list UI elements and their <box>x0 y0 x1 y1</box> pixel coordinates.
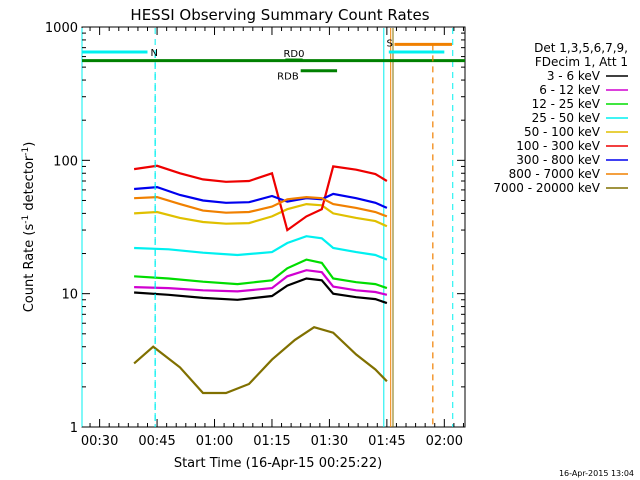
series-line-5 <box>133 164 388 232</box>
legend-label-2: 12 - 25 keV <box>532 97 601 111</box>
chart-title: HESSI Observing Summary Count Rates <box>130 6 429 24</box>
series-line-7 <box>134 195 388 218</box>
x-axis-label: Start Time (16-Apr-15 00:25:22) <box>174 456 382 471</box>
y-axis-label-sup1: -1 <box>21 215 31 224</box>
legend-label-6: 300 - 800 keV <box>516 153 600 167</box>
legend-label-1: 6 - 12 keV <box>539 83 601 97</box>
legend-label-3: 25 - 50 keV <box>532 111 601 125</box>
marks-layer: RD0 RDB N S <box>81 28 465 427</box>
legend-header-line-1: Det 1,3,5,6,7,9, <box>534 41 628 55</box>
rd0-label: RD0 <box>283 49 304 60</box>
x-tick-label-0: 00:30 <box>81 434 118 449</box>
legend-header-line-2: FDecim 1, Att 1 <box>535 55 628 69</box>
legend: Det 1,3,5,6,7,9, FDecim 1, Att 1 3 - 6 k… <box>493 41 628 195</box>
legend-label-7: 800 - 7000 keV <box>509 167 601 181</box>
x-tick-label-3: 01:15 <box>253 434 290 449</box>
ticks-layer: 1 10 100 1000 00:30 00:45 01:00 01:15 01:30 01:45… <box>45 21 465 449</box>
rdb-label: RDB <box>277 72 299 83</box>
legend-label-4: 50 - 100 keV <box>524 125 601 139</box>
flag-label-0: N <box>150 48 157 59</box>
x-tick-label-5: 01:45 <box>368 434 405 449</box>
x-tick-label-2: 01:00 <box>196 434 233 449</box>
legend-label-5: 100 - 300 keV <box>516 139 600 153</box>
y-axis-label: Count Rate (s-1 detector-1) <box>21 142 37 313</box>
x-tick-label-1: 00:45 <box>138 434 175 449</box>
legend-label-8: 7000 - 20000 keV <box>493 181 600 195</box>
series-line-3 <box>134 235 388 261</box>
y-axis-label-end: ) <box>22 142 37 147</box>
series-line-2 <box>134 258 388 290</box>
legend-label-0: 3 - 6 keV <box>547 69 601 83</box>
x-tick-label-4: 01:30 <box>311 434 348 449</box>
y-tick-label-2: 100 <box>53 154 78 169</box>
plot-area: RD0 RDB N S 1 10 100 1000 00:30 00:45 01:00 01:15 0… <box>45 21 466 449</box>
flag-label-1: S <box>387 38 393 49</box>
series-line-4 <box>134 202 388 228</box>
y-axis-label-sup2: -1 <box>21 147 31 156</box>
y-tick-label-0: 1 <box>70 421 78 436</box>
y-tick-label-3: 1000 <box>45 21 78 36</box>
y-axis-label-main: Count Rate (s <box>22 224 37 313</box>
x-tick-label-6: 02:00 <box>426 434 463 449</box>
series-line-0 <box>134 277 388 305</box>
footer-timestamp: 16-Apr-2015 13:04 <box>559 469 634 478</box>
series-line-6 <box>134 185 388 209</box>
series-line-8 <box>133 326 388 395</box>
y-axis-label-mid: detector <box>22 155 37 215</box>
y-tick-label-1: 10 <box>61 288 78 303</box>
plot-frame <box>81 26 466 428</box>
series-line-1 <box>134 269 388 296</box>
